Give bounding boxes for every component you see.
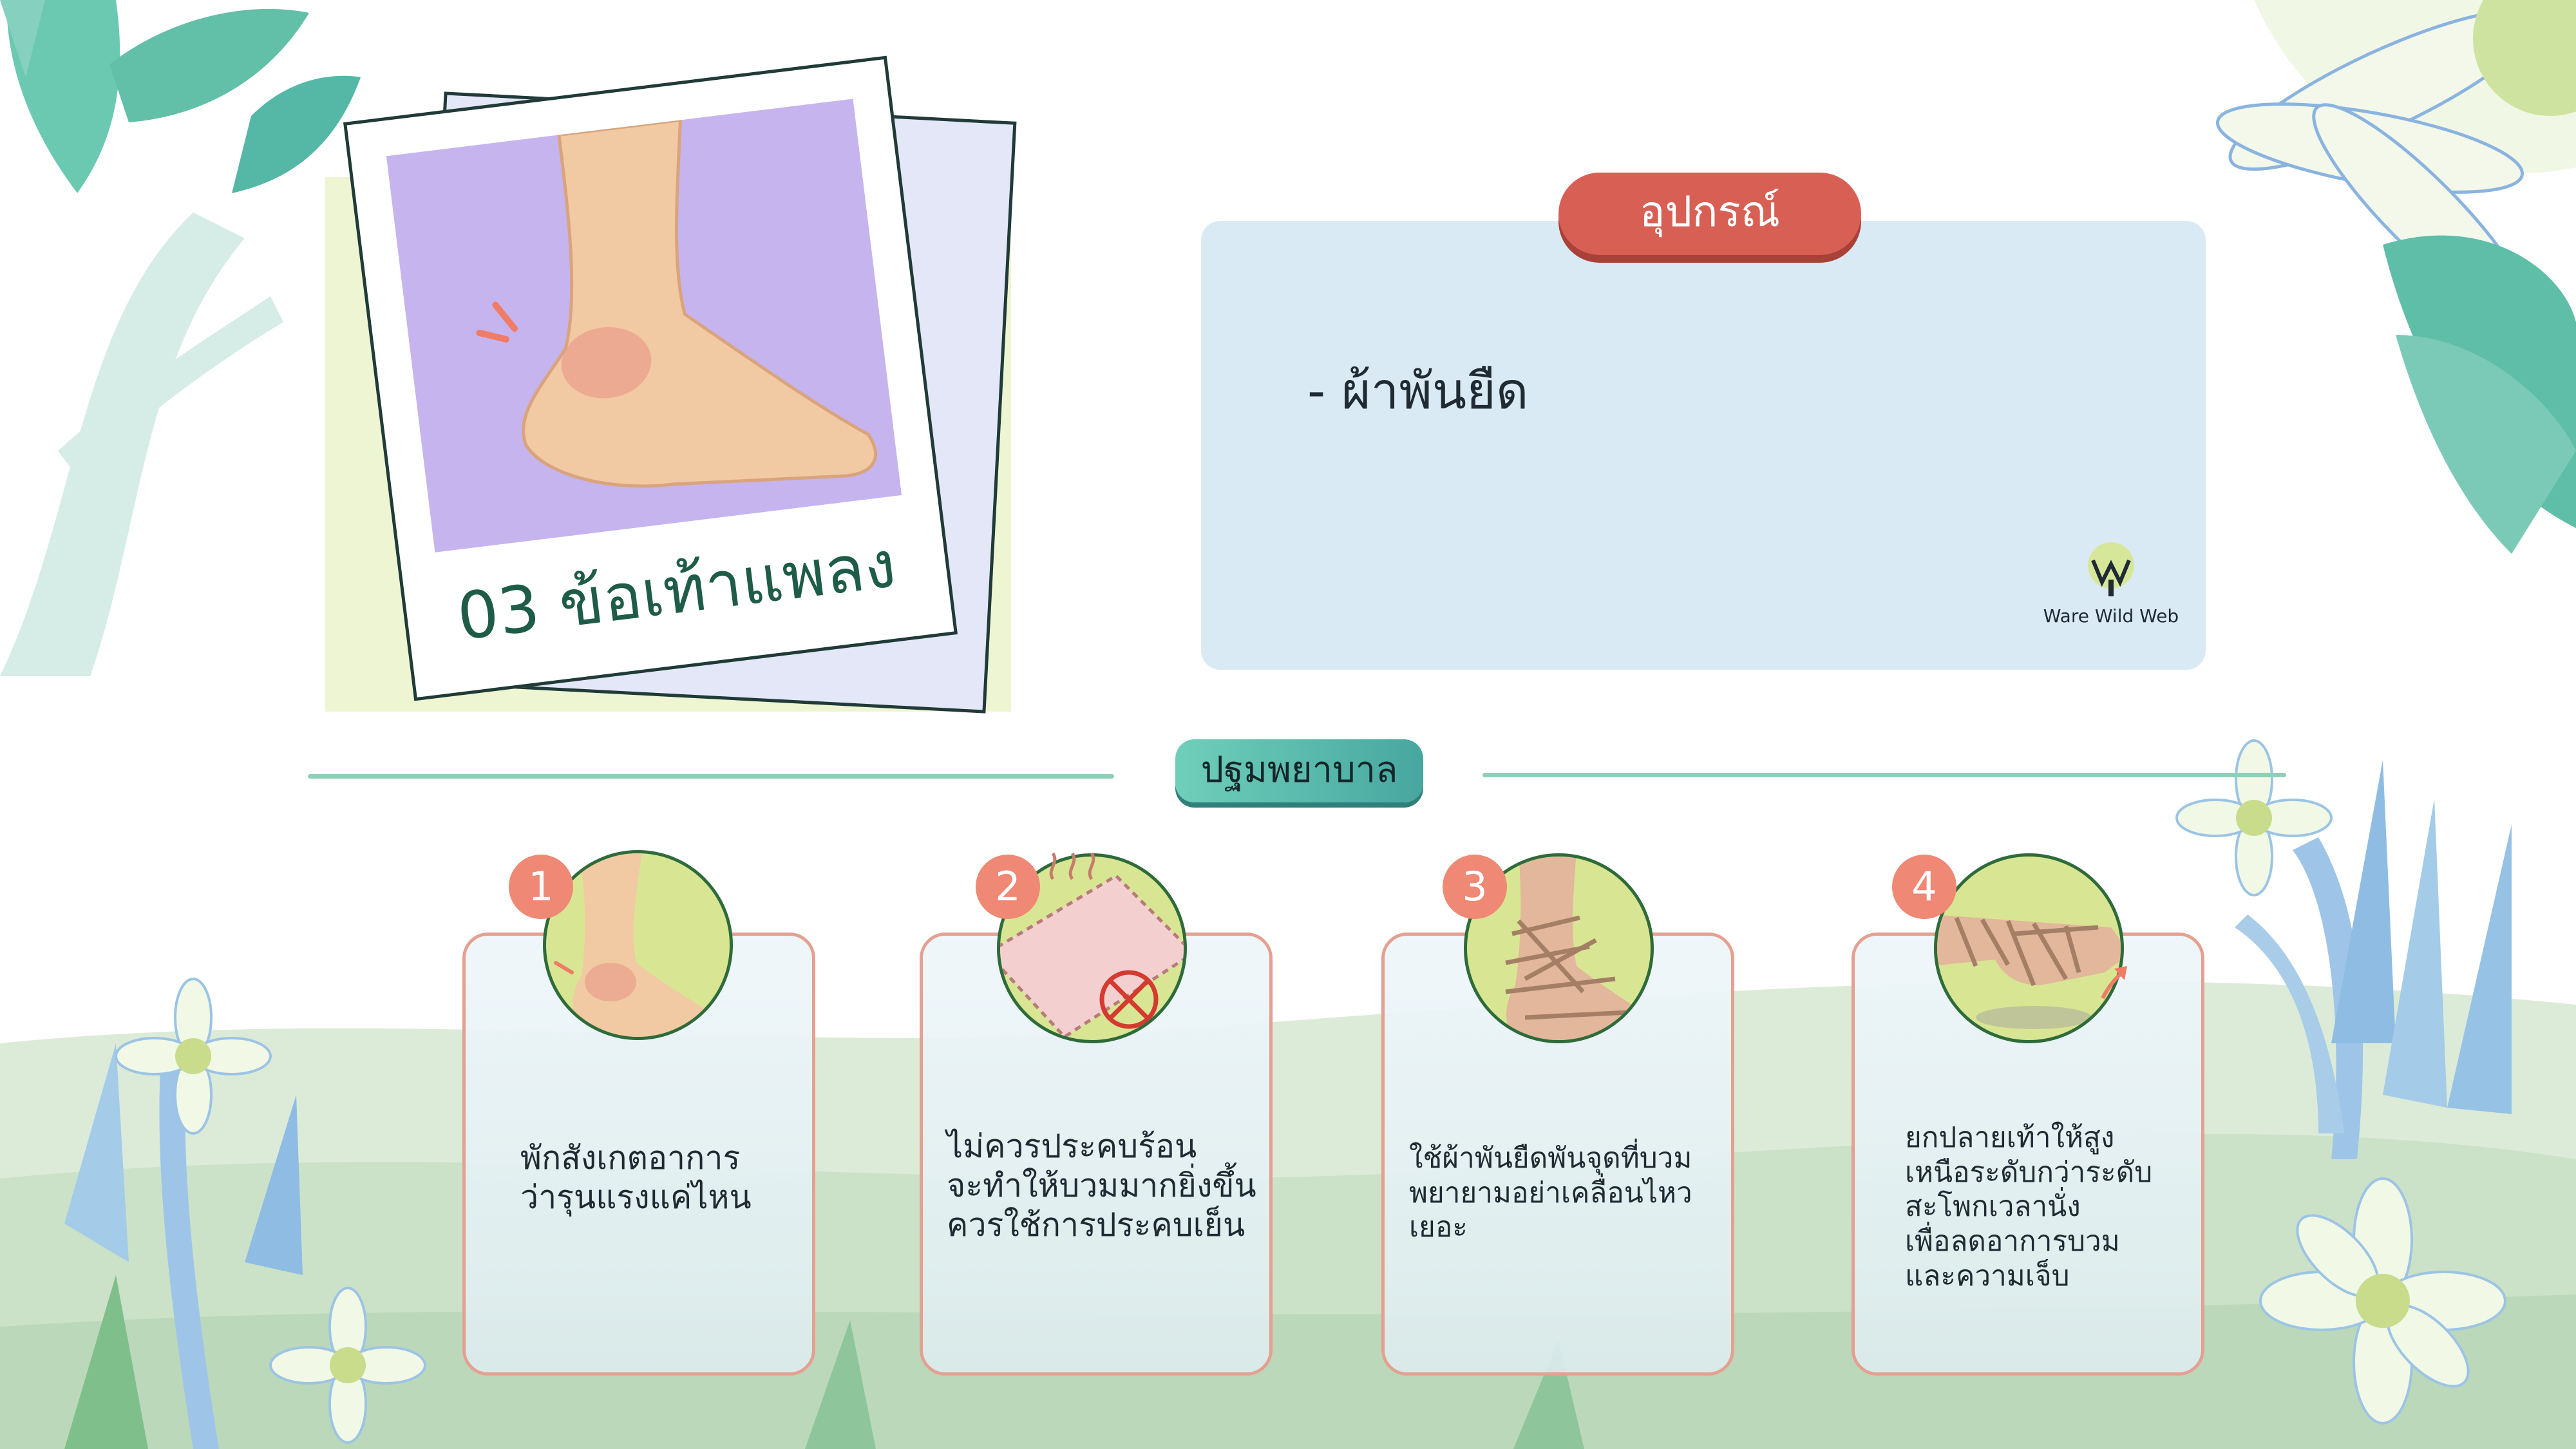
step-image-1 xyxy=(543,850,733,1040)
step-2-line: ไม่ควรประคบร้อน xyxy=(947,1128,1197,1165)
step-3-line: พยายามอย่าเคลื่อนไหว xyxy=(1409,1176,1692,1209)
step-text-1: พักสังเกตอาการ ว่ารุนแรงแค่ไหน xyxy=(520,1139,752,1217)
step-3-line: ใช้ผ้าพันยืดพันจุดที่บวม xyxy=(1409,1142,1692,1175)
step-number-1: 1 xyxy=(509,855,573,919)
brand-name: Ware Wild Web xyxy=(2043,605,2179,627)
step-4-line: เหนือระดับกว่าระดับ xyxy=(1905,1155,2153,1189)
step-number-2: 2 xyxy=(976,855,1040,919)
step-text-4: ยกปลายเท้าให้สูง เหนือระดับกว่าระดับ สะโ… xyxy=(1905,1121,2152,1293)
divider-right xyxy=(1482,773,2286,777)
divider-left xyxy=(308,774,1114,779)
step-4-line: เพื่อลดอาการบวม xyxy=(1905,1225,2120,1258)
step-2-line: จะทำให้บวมมากยิ่งขึ้น xyxy=(947,1167,1256,1204)
step-3-line: เยอะ xyxy=(1409,1211,1468,1244)
first-aid-heading: ปฐมพยาบาล xyxy=(1200,749,1398,791)
step-4-line: ยกปลายเท้าให้สูง xyxy=(1905,1121,2115,1154)
sprained-ankle-illustration xyxy=(386,99,902,553)
raise-arrow-icon xyxy=(2096,960,2135,1007)
brand-logo: Ware Wild Web xyxy=(2040,541,2182,627)
first-aid-heading-badge: ปฐมพยาบาล xyxy=(1175,739,1423,802)
equipment-heading-badge: อุปกรณ์ xyxy=(1558,173,1861,255)
step-image-3 xyxy=(1464,853,1654,1043)
equipment-item: - ผ้าพันยืด xyxy=(1307,363,1529,421)
step-4-line: และความเจ็บ xyxy=(1905,1259,2070,1293)
tree-logo-icon xyxy=(2088,542,2134,596)
step-1-line: พักสังเกตอาการ xyxy=(520,1139,741,1177)
step-image-4 xyxy=(1934,853,2124,1043)
step-number-3: 3 xyxy=(1443,855,1507,919)
heat-wave-icon xyxy=(1046,847,1104,888)
step-text-2: ไม่ควรประคบร้อน จะทำให้บวมมากยิ่งขึ้น คว… xyxy=(947,1127,1256,1245)
step-number-4: 4 xyxy=(1892,855,1956,919)
step-text-3: ใช้ผ้าพันยืดพันจุดที่บวม พยายามอย่าเคลื่… xyxy=(1409,1141,1692,1245)
step-2-line: ควรใช้การประคบเย็น xyxy=(947,1206,1245,1244)
photo-card: 03 ข้อเท้าแพลง xyxy=(343,55,958,701)
step-4-line: สะโพกเวลานั่ง xyxy=(1905,1190,2081,1224)
equipment-heading: อุปกรณ์ xyxy=(1639,187,1781,236)
equipment-card xyxy=(1201,221,2206,670)
step-1-line: ว่ารุนแรงแค่ไหน xyxy=(520,1179,752,1216)
